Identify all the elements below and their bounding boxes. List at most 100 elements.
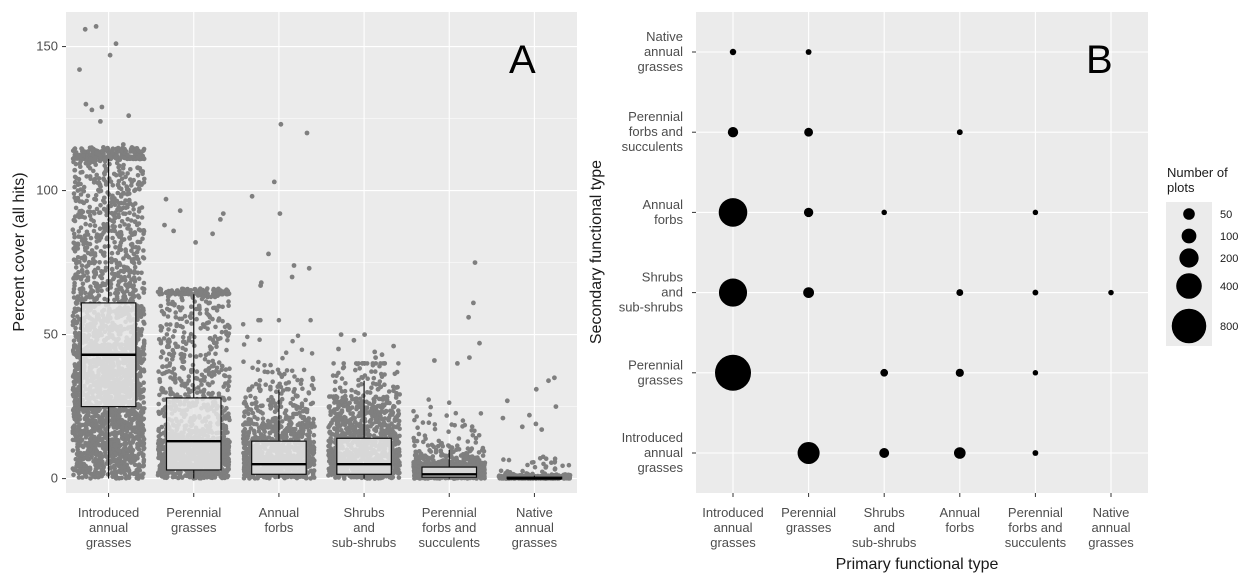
jitter-point bbox=[186, 290, 192, 295]
jitter-point bbox=[241, 342, 247, 347]
jitter-point bbox=[134, 467, 139, 473]
jitter-point bbox=[96, 463, 101, 468]
jitter-point bbox=[181, 330, 187, 335]
outlier-point bbox=[162, 222, 167, 228]
jitter-point bbox=[267, 421, 272, 427]
jitter-point bbox=[131, 458, 136, 464]
jitter-point bbox=[126, 453, 132, 459]
jitter-point bbox=[132, 219, 138, 225]
outlier-point bbox=[93, 24, 99, 29]
jitter-point bbox=[252, 401, 258, 406]
jitter-point bbox=[177, 474, 183, 479]
jitter-point bbox=[88, 422, 94, 428]
outlier-point bbox=[77, 67, 82, 72]
jitter-point bbox=[107, 446, 112, 452]
jitter-point bbox=[210, 363, 216, 369]
jitter-point bbox=[125, 171, 130, 176]
jitter-point bbox=[110, 223, 116, 229]
jitter-point bbox=[125, 153, 130, 158]
jitter-point bbox=[183, 347, 188, 353]
jitter-point bbox=[173, 380, 178, 385]
jitter-point bbox=[222, 428, 227, 434]
jitter-point bbox=[76, 181, 82, 186]
jitter-point bbox=[198, 353, 203, 358]
jitter-point bbox=[135, 257, 141, 262]
jitter-point bbox=[203, 472, 209, 478]
jitter-point bbox=[220, 318, 225, 324]
jitter-point bbox=[293, 426, 298, 432]
jitter-point bbox=[262, 429, 268, 435]
outlier-point bbox=[126, 113, 132, 119]
jitter-point bbox=[204, 320, 210, 326]
outlier-point bbox=[220, 211, 226, 217]
jitter-point bbox=[286, 380, 292, 385]
jitter-point bbox=[273, 401, 278, 407]
jitter-point bbox=[255, 416, 260, 422]
jitter-point bbox=[117, 168, 122, 174]
jitter-point bbox=[114, 294, 120, 299]
jitter-point bbox=[80, 149, 85, 155]
jitter-point bbox=[87, 223, 93, 228]
jitter-point bbox=[70, 347, 76, 353]
jitter-point bbox=[100, 454, 106, 459]
jitter-point bbox=[71, 246, 76, 251]
outlier-point bbox=[258, 283, 263, 288]
jitter-point bbox=[206, 369, 212, 375]
jitter-point bbox=[192, 386, 197, 392]
jitter-point bbox=[118, 274, 123, 280]
jitter-point bbox=[74, 464, 79, 469]
jitter-point bbox=[127, 198, 132, 204]
jitter-point bbox=[196, 385, 201, 390]
jitter-point bbox=[84, 455, 90, 460]
jitter-point bbox=[98, 249, 104, 254]
jitter-point bbox=[101, 176, 106, 181]
jitter-point bbox=[93, 456, 98, 462]
jitter-point bbox=[138, 332, 144, 338]
jitter-point bbox=[220, 470, 225, 475]
jitter-point bbox=[254, 422, 259, 427]
jitter-point bbox=[223, 460, 228, 465]
jitter-point bbox=[141, 380, 146, 386]
jitter-point bbox=[158, 410, 164, 416]
jitter-point bbox=[130, 298, 135, 304]
jitter-point bbox=[160, 364, 165, 370]
jitter-point bbox=[80, 169, 85, 175]
jitter-point bbox=[226, 291, 232, 297]
jitter-point bbox=[131, 149, 137, 155]
jitter-point bbox=[243, 446, 248, 451]
jitter-point bbox=[280, 355, 285, 361]
jitter-point bbox=[260, 420, 266, 426]
jitter-point bbox=[79, 437, 85, 443]
jitter-point bbox=[225, 338, 230, 343]
jitter-point bbox=[95, 470, 100, 476]
jitter-point bbox=[123, 267, 129, 273]
jitter-point bbox=[140, 236, 145, 241]
jitter-point bbox=[75, 442, 80, 447]
jitter-point bbox=[201, 387, 207, 393]
jitter-point bbox=[72, 218, 78, 224]
jitter-point bbox=[75, 314, 80, 319]
jitter-point bbox=[109, 148, 115, 154]
jitter-point bbox=[206, 391, 211, 396]
jitter-point bbox=[88, 260, 94, 266]
jitter-point bbox=[175, 470, 181, 476]
jitter-point bbox=[221, 384, 226, 389]
jitter-point bbox=[81, 273, 87, 278]
jitter-point bbox=[107, 176, 112, 181]
jitter-point bbox=[136, 392, 142, 397]
jitter-point bbox=[284, 415, 289, 420]
jitter-point bbox=[76, 212, 81, 217]
jitter-point bbox=[309, 351, 315, 356]
jitter-point bbox=[109, 250, 115, 256]
outlier-point bbox=[193, 240, 199, 245]
jitter-point bbox=[298, 381, 304, 387]
jitter-point bbox=[80, 281, 86, 287]
jitter-point bbox=[124, 288, 130, 294]
jitter-point bbox=[210, 358, 215, 364]
jitter-point bbox=[158, 287, 164, 292]
jitter-point bbox=[305, 421, 311, 427]
jitter-point bbox=[186, 378, 191, 384]
jitter-point bbox=[213, 351, 218, 357]
jitter-point bbox=[201, 294, 206, 300]
jitter-point bbox=[89, 287, 94, 293]
